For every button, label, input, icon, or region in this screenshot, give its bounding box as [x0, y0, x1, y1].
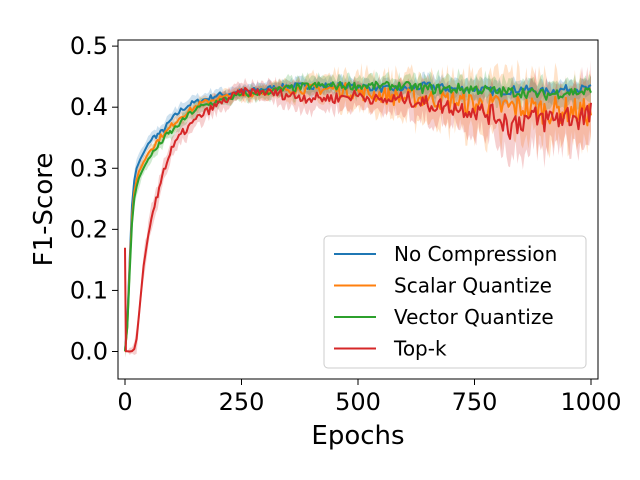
- y-tick-label: 0.3: [70, 154, 108, 182]
- x-tick-label: 1000: [560, 388, 621, 416]
- x-tick-label: 750: [452, 388, 498, 416]
- x-tick-label: 500: [335, 388, 381, 416]
- legend: No Compression Scalar Quantize Vector Quan…: [323, 235, 587, 369]
- legend-box: [323, 235, 587, 369]
- y-tick-label: 0.4: [70, 93, 108, 121]
- legend-label: Vector Quantize: [394, 305, 554, 329]
- x-axis-ticks: 0 250 500 750 1000: [117, 379, 622, 416]
- y-tick-label: 0.5: [70, 32, 108, 60]
- y-tick-label: 0.2: [70, 215, 108, 243]
- y-tick-label: 0.0: [70, 338, 108, 366]
- legend-label: No Compression: [394, 242, 557, 266]
- series-line-1: [124, 82, 592, 352]
- series-band-3: [125, 60, 591, 355]
- series-band-0: [125, 71, 591, 358]
- y-axis-ticks: 0.0 0.1 0.2 0.3 0.4 0.5: [70, 32, 118, 366]
- series-line-3: [124, 86, 592, 353]
- x-tick-label: 0: [117, 388, 132, 416]
- y-axis-label: F1-Score: [29, 153, 59, 267]
- legend-label: Top-k: [393, 337, 447, 361]
- series-lines: [124, 80, 592, 353]
- series-band-1: [125, 59, 591, 358]
- x-axis-label: Epochs: [311, 421, 404, 451]
- legend-label: Scalar Quantize: [394, 274, 552, 298]
- y-tick-label: 0.1: [70, 276, 108, 304]
- series-line-2: [124, 80, 592, 352]
- x-tick-label: 250: [219, 388, 265, 416]
